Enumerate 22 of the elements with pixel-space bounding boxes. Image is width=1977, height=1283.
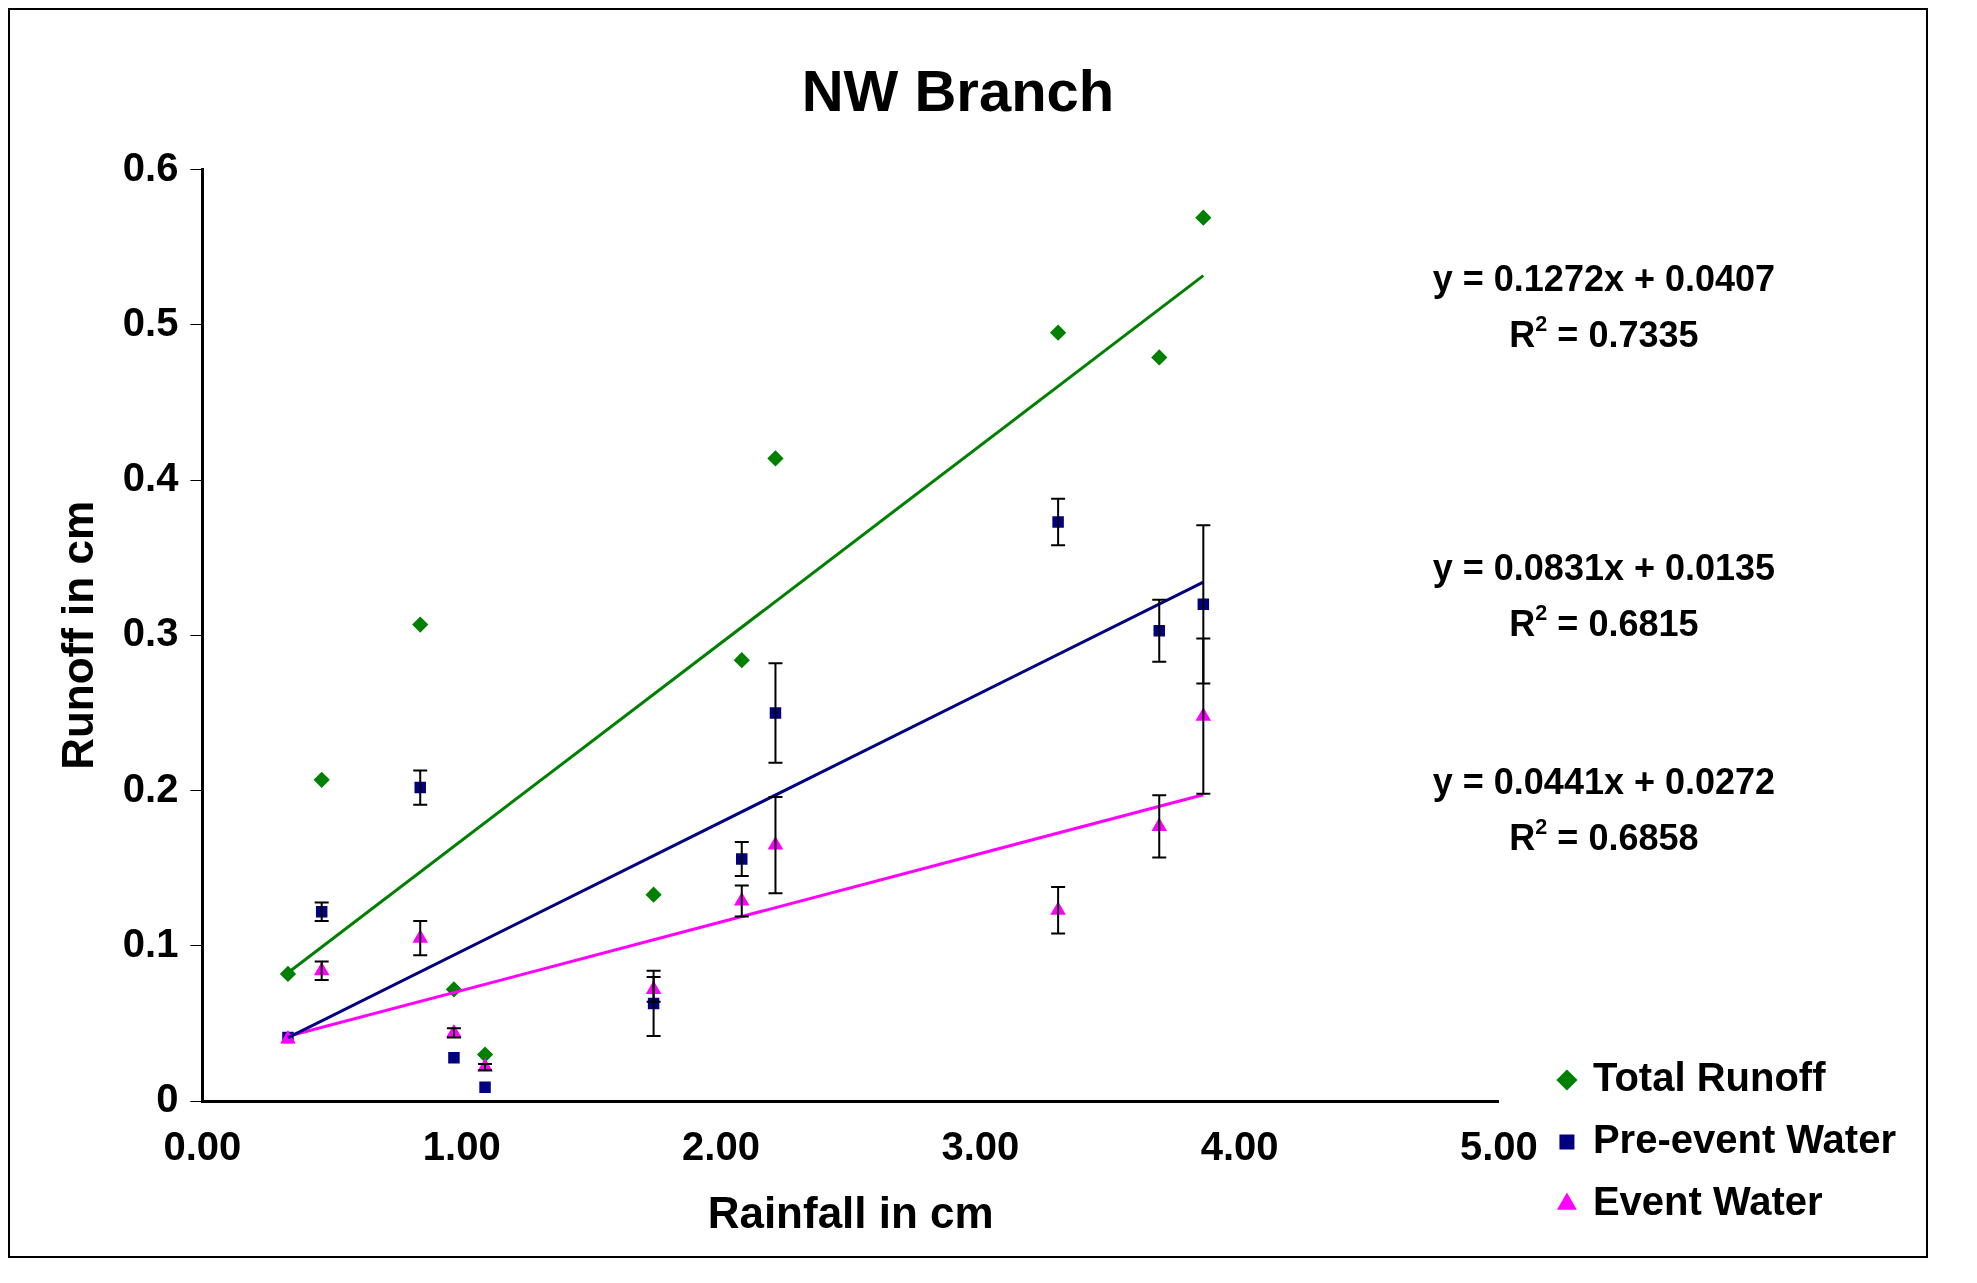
y-tick-label: 0: [156, 1076, 179, 1121]
legend-label: Pre-event Water: [1592, 1117, 1897, 1162]
annotation: y = 0.1272x + 0.0407: [1432, 258, 1776, 300]
x-tick-label: 0.00: [163, 1124, 242, 1169]
y-axis-title: Runoff in cm: [52, 500, 102, 770]
y-tick-label: 0.6: [122, 144, 179, 189]
y-tick-label: 0.1: [122, 920, 179, 965]
chart-title: NW Branch: [801, 57, 1115, 123]
legend-label: Event Water: [1592, 1179, 1823, 1224]
annotation: y = 0.0831x + 0.0135: [1432, 547, 1776, 589]
annotation: y = 0.0441x + 0.0272: [1432, 761, 1776, 803]
x-tick-label: 4.00: [1200, 1124, 1279, 1169]
x-tick-label: 2.00: [682, 1124, 760, 1169]
x-axis-title: Rainfall in cm: [707, 1187, 994, 1237]
legend-label: Total Runoff: [1592, 1055, 1827, 1100]
x-tick-label: 1.00: [422, 1124, 501, 1169]
y-tick-label: 0.2: [122, 765, 179, 810]
x-tick-label: 3.00: [941, 1124, 1020, 1169]
x-tick-label: 5.00: [1460, 1124, 1538, 1169]
y-tick-label: 0.4: [122, 455, 180, 500]
y-tick-label: 0.3: [122, 610, 179, 655]
y-tick-label: 0.5: [122, 299, 179, 344]
